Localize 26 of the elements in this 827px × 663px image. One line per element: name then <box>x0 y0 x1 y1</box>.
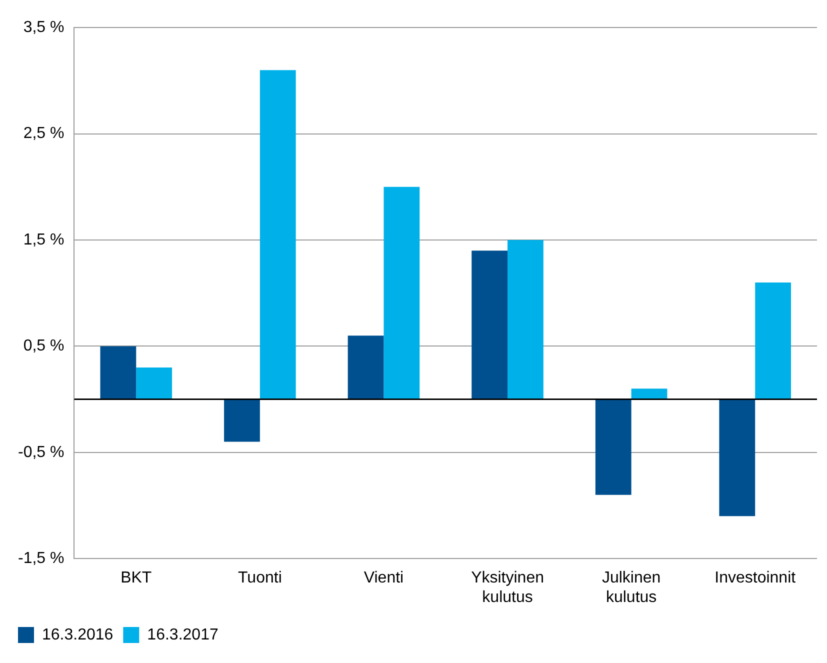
y-tick-label: 3,5 % <box>23 19 64 36</box>
y-tick-label: -1,5 % <box>18 550 64 568</box>
y-tick-label: -0,5 % <box>18 444 64 461</box>
bar <box>348 336 384 400</box>
bar <box>719 399 756 516</box>
y-tick-label: 0,5 % <box>23 338 64 355</box>
bar <box>384 186 420 400</box>
x-tick-label: Julkinen kulutus <box>602 570 661 606</box>
bar <box>755 282 792 400</box>
y-tick-label: 2,5 % <box>23 125 64 142</box>
bar <box>136 367 172 400</box>
bar <box>224 399 260 442</box>
x-tick-label: Investoinnit <box>714 570 796 587</box>
bar <box>260 70 296 400</box>
y-tick-label: 1,5 % <box>23 231 64 248</box>
x-tick-label: BKT <box>120 570 152 587</box>
x-tick-label: Yksityinen kulutus <box>471 570 544 606</box>
legend-label: 16.3.2017 <box>147 626 218 644</box>
x-tick-label: Vienti <box>364 570 404 587</box>
x-tick-label: Tuonti <box>238 570 282 587</box>
bar <box>472 250 508 400</box>
bar <box>508 240 544 400</box>
bar <box>631 388 668 400</box>
legend-label: 16.3.2016 <box>42 626 114 644</box>
bar <box>595 399 632 495</box>
bar <box>100 346 136 400</box>
